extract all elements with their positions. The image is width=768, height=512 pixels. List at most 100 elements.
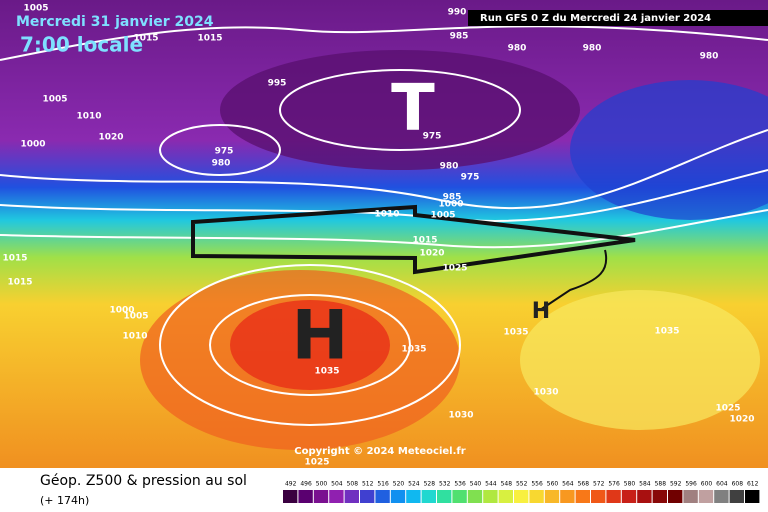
scale-swatch: [283, 490, 298, 503]
isobar-label: 1025: [715, 404, 740, 414]
scale-swatch: [344, 490, 359, 503]
scale-swatch: [591, 490, 606, 503]
scale-label: 588: [655, 481, 667, 488]
isobar-label: 1030: [448, 411, 473, 421]
scale-label: 568: [578, 481, 590, 488]
isobar-label: 1005: [430, 211, 455, 221]
isobar-label: 1010: [374, 210, 399, 220]
isobar-label: 1010: [122, 332, 147, 342]
isobar-label: 980: [508, 44, 527, 54]
scale-label: 572: [593, 481, 605, 488]
isobar-label: 995: [268, 79, 287, 89]
scale-swatch: [621, 490, 637, 503]
isobar-label: 1020: [419, 249, 444, 259]
scale-label: 552: [516, 481, 528, 488]
scale-label: 580: [624, 481, 636, 488]
high-marker: H: [292, 297, 349, 376]
scale-swatch: [437, 490, 452, 503]
isobar-label: 1015: [7, 278, 32, 288]
scale-label: 596: [685, 481, 697, 488]
isobar-label: 1025: [304, 458, 329, 468]
front: [539, 249, 608, 311]
scale-label: 612: [747, 481, 759, 488]
scale-swatch: [606, 490, 621, 503]
scale-swatch: [498, 490, 513, 503]
scale-swatch: [544, 490, 560, 503]
isobar-label: 980: [583, 44, 602, 54]
forecast-time: 7:00 locale: [20, 33, 143, 57]
scale-label: 524: [408, 481, 420, 488]
isobar-label: 1015: [412, 236, 437, 246]
scale-label: 576: [608, 481, 620, 488]
scale-swatch: [298, 490, 313, 503]
isobar-label: 1025: [442, 264, 467, 274]
scale-label: 540: [470, 481, 482, 488]
ridge-area: [520, 290, 760, 430]
scale-label: 600: [701, 481, 713, 488]
isobar-label: 1030: [533, 388, 558, 398]
scale-swatch: [406, 490, 421, 503]
scale-label: 492: [285, 481, 297, 488]
scale-label: 608: [732, 481, 744, 488]
scale-swatch: [683, 490, 698, 503]
scale-label: 512: [362, 481, 374, 488]
isobar-label: 1005: [23, 4, 48, 14]
isobar-label: 975: [423, 132, 442, 142]
isobar-label: 1020: [729, 415, 754, 425]
scale-label: 496: [300, 481, 312, 488]
isobar-label: 1035: [503, 328, 528, 338]
arrow: [191, 204, 636, 275]
run-info: Run GFS 0 Z du Mercredi 24 janvier 2024: [480, 13, 711, 24]
scale-label: 520: [393, 481, 405, 488]
low-area: [220, 50, 580, 170]
scale-swatch: [714, 490, 729, 503]
scale-swatch: [668, 490, 683, 503]
isobar-label: 1020: [98, 133, 123, 143]
isobar-label: 1000: [20, 140, 45, 150]
scale-swatch: [452, 490, 467, 503]
scale-label: 544: [485, 481, 497, 488]
scale-swatch: [514, 490, 529, 503]
isobar-label: 990: [448, 8, 467, 18]
isobar-label: 1035: [314, 367, 339, 377]
isobar-label: 985: [443, 193, 462, 203]
scale-swatch: [467, 490, 483, 503]
isobar-label: 980: [440, 162, 459, 172]
scale-swatch: [729, 490, 744, 503]
isobar-label: 1005: [42, 95, 67, 105]
scale-swatch: [329, 490, 344, 503]
scale-swatch: [560, 490, 575, 503]
scale-swatch: [529, 490, 544, 503]
scale-label: 536: [454, 481, 466, 488]
scale-swatch: [375, 490, 390, 503]
scale-label: 592: [670, 481, 682, 488]
scale-swatch: [313, 490, 329, 503]
scale-label: 556: [531, 481, 543, 488]
scale-label: 528: [424, 481, 436, 488]
isobar-label: 1015: [197, 34, 222, 44]
lead-time: (+ 174h): [40, 494, 89, 507]
scale-swatch: [421, 490, 436, 503]
isobar-label: 1005: [123, 312, 148, 322]
scale-swatch: [360, 490, 375, 503]
scale-label: 532: [439, 481, 451, 488]
scale-label: 508: [347, 481, 359, 488]
low-marker: T: [391, 72, 435, 146]
scale-swatch: [483, 490, 498, 503]
isobar-label: 985: [450, 32, 469, 42]
isobar-label: 980: [700, 52, 719, 62]
isobar-label: 1015: [133, 34, 158, 44]
isobar-label: 980: [212, 159, 231, 169]
copyright: Copyright © 2024 Meteociel.fr: [294, 446, 465, 457]
scale-swatch: [652, 490, 667, 503]
isobar-label: 1035: [654, 327, 679, 337]
scale-label: 548: [501, 481, 513, 488]
product-title: Géop. Z500 & pression au sol: [40, 473, 247, 489]
isobar-label: 1000: [438, 200, 463, 210]
scale-swatch: [745, 490, 760, 503]
scale-label: 504: [331, 481, 343, 488]
scale-label: 604: [716, 481, 728, 488]
warm-core: [230, 300, 390, 390]
